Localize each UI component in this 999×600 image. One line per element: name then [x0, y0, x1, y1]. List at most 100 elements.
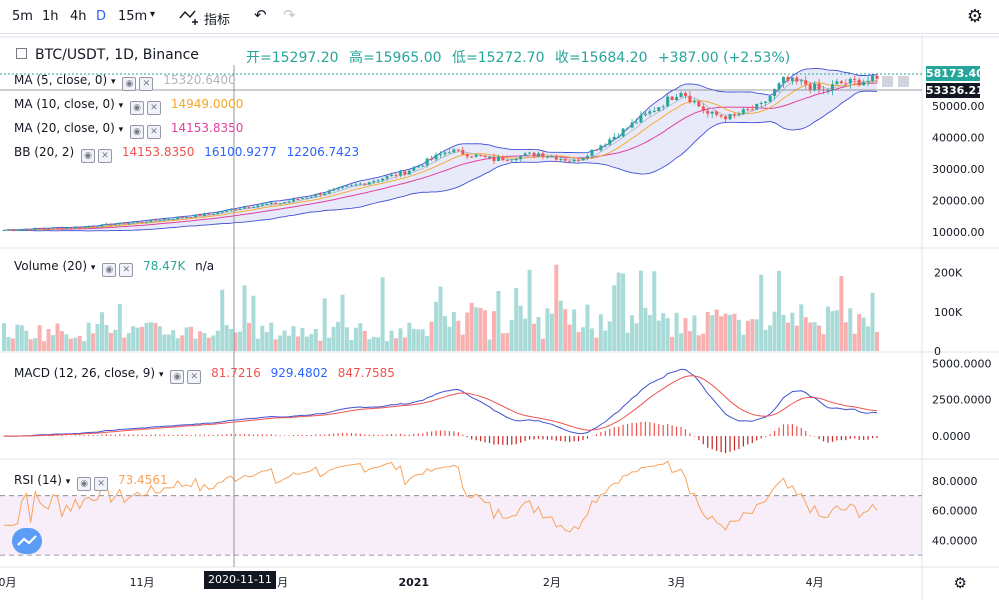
- macd-histogram-bar: [511, 436, 513, 445]
- macd-histogram-bar: [248, 434, 250, 437]
- indicators-button[interactable]: 指标: [204, 13, 231, 28]
- volume-bar: [451, 312, 456, 351]
- collapse-icon[interactable]: [16, 48, 27, 59]
- macd-histogram-bar: [724, 436, 727, 454]
- candle-body: [341, 186, 345, 188]
- timeframe-5m[interactable]: 5m: [12, 9, 33, 24]
- chevron-down-icon[interactable]: ▾: [111, 77, 116, 87]
- rsi-tick-label: 60.0000: [932, 505, 978, 518]
- close-icon[interactable]: ✕: [187, 370, 202, 384]
- macd-histogram-bar: [435, 430, 437, 437]
- settings-gear-icon[interactable]: ⚙: [966, 6, 983, 27]
- volume-bar: [478, 307, 483, 351]
- volume-bar: [826, 306, 831, 351]
- candle-body: [131, 222, 135, 224]
- macd-histogram-bar: [430, 431, 433, 437]
- macd-histogram-bar: [101, 434, 103, 437]
- candle-body: [737, 113, 741, 115]
- close-icon[interactable]: ✕: [94, 477, 109, 491]
- eye-icon[interactable]: ◉: [170, 370, 185, 384]
- legend-volume[interactable]: Volume (20) ▾ ◉ ✕ 78.47K n/a: [14, 259, 214, 277]
- volume-bar: [670, 337, 675, 351]
- bb-basis-value: 14153.8350: [121, 145, 195, 159]
- macd-histogram-bar: [471, 436, 473, 440]
- legend-bb[interactable]: BB (20, 2) ◉ ✕ 14153.8350 16100.9277 1220…: [14, 145, 359, 163]
- candle-body: [318, 194, 322, 196]
- close-icon[interactable]: ✕: [147, 125, 161, 139]
- timeframe-d[interactable]: D: [96, 9, 107, 24]
- legend-ma10[interactable]: MA (10, close, 0) ▾ ◉ ✕ 14949.0000: [14, 97, 243, 115]
- chevron-down-icon[interactable]: ▾: [150, 9, 156, 20]
- close-icon[interactable]: ✕: [98, 149, 113, 163]
- legend-rsi[interactable]: RSI (14) ▾ ◉ ✕ 73.4561: [14, 473, 168, 491]
- candle-body: [47, 228, 51, 230]
- volume-bar: [367, 339, 372, 351]
- volume-bar: [496, 290, 501, 351]
- macd-histogram-bar: [604, 430, 606, 437]
- candle-body: [216, 212, 220, 214]
- candle-body: [710, 111, 714, 114]
- candle-body: [750, 109, 754, 111]
- timeframe-4h[interactable]: 4h: [70, 9, 87, 24]
- eye-icon[interactable]: ◉: [130, 101, 144, 115]
- chevron-down-icon[interactable]: ▾: [118, 125, 124, 135]
- axis-settings-gear-icon[interactable]: ⚙: [953, 574, 967, 592]
- symbol-title[interactable]: BTC/USDT, 1D, Binance: [16, 47, 199, 63]
- chevron-down-icon[interactable]: ▾: [90, 263, 96, 273]
- eye-icon[interactable]: ◉: [130, 125, 144, 139]
- macd-histogram-bar: [239, 434, 241, 437]
- macd-histogram-bar: [488, 436, 491, 443]
- volume-bar: [344, 327, 349, 351]
- chart-canvas[interactable]: 10000.00 20000.00 30000.00 40000.00 50000.00…: [0, 35, 999, 600]
- volume-bar: [304, 336, 309, 351]
- close-icon[interactable]: ✕: [119, 263, 134, 277]
- eye-icon[interactable]: ◉: [122, 77, 137, 91]
- candle-body: [104, 223, 108, 225]
- legend-ma20[interactable]: MA (20, close, 0) ▾ ◉ ✕ 14153.8350: [14, 121, 243, 139]
- macd-histogram-bar: [809, 435, 811, 437]
- close-icon[interactable]: ✕: [147, 101, 161, 115]
- timeframe-15m[interactable]: 15m: [118, 9, 148, 24]
- volume-bar: [282, 330, 287, 351]
- candle-body: [862, 81, 866, 86]
- volume-bar: [104, 324, 109, 351]
- tradingview-logo-icon[interactable]: [12, 528, 42, 554]
- volume-bar: [732, 313, 737, 351]
- indicator-icon[interactable]: [178, 6, 202, 30]
- volume-bar: [701, 333, 706, 351]
- chevron-down-icon[interactable]: ▾: [118, 101, 124, 111]
- redo-icon[interactable]: ↷: [283, 6, 296, 24]
- volume-bar: [42, 341, 47, 351]
- candle-body: [643, 113, 647, 116]
- macd-histogram-bar: [141, 434, 143, 437]
- volume-bar: [509, 319, 514, 351]
- volume-bar: [434, 301, 439, 351]
- macd-histogram-bar: [546, 436, 548, 440]
- candle-body: [372, 180, 376, 183]
- macd-histogram-bar: [827, 436, 829, 443]
- legend-ma5[interactable]: MA (5, close, 0) ▾ ◉ ✕ 15320.6400: [14, 73, 236, 91]
- macd-histogram-bar: [787, 424, 789, 437]
- undo-icon[interactable]: ↶: [254, 6, 267, 24]
- candle-body: [505, 160, 509, 162]
- close-icon[interactable]: ✕: [139, 77, 154, 91]
- chevron-down-icon[interactable]: ▾: [65, 477, 71, 487]
- eye-icon[interactable]: ◉: [102, 263, 117, 277]
- eye-icon[interactable]: ◉: [81, 149, 96, 163]
- candle-body: [661, 106, 665, 108]
- volume-bar: [589, 328, 594, 351]
- candle-body: [78, 227, 82, 229]
- chevron-down-icon[interactable]: ▾: [158, 370, 164, 380]
- eye-icon[interactable]: ◉: [77, 477, 92, 491]
- volume-bar: [852, 333, 857, 351]
- legend-macd[interactable]: MACD (12, 26, close, 9) ▾ ◉ ✕ 81.7216 929…: [14, 366, 395, 384]
- close-value: 收=15684.20: [554, 50, 648, 66]
- macd-histogram-bar: [600, 432, 602, 437]
- macd-histogram-bar: [689, 433, 691, 437]
- volume-bar: [273, 339, 278, 351]
- macd-label: MACD (12, 26, close, 9): [14, 366, 156, 380]
- rsi-tick-label: 80.0000: [932, 475, 978, 488]
- volume-bar: [594, 337, 599, 351]
- candle-body: [465, 154, 469, 157]
- timeframe-1h[interactable]: 1h: [42, 9, 59, 24]
